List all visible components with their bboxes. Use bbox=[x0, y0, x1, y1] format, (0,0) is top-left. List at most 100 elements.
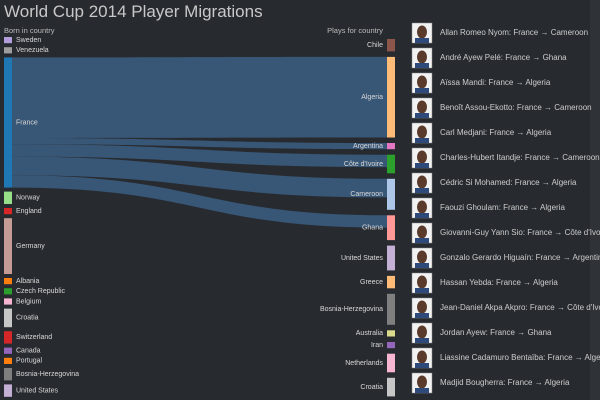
player-row[interactable]: Madjid Bougherra: France → Algeria bbox=[411, 372, 570, 394]
player-photo-face bbox=[417, 200, 427, 214]
source-node[interactable] bbox=[4, 208, 12, 215]
player-photo-shirt bbox=[415, 113, 429, 118]
source-label: Belgium bbox=[16, 298, 41, 305]
source-node[interactable] bbox=[4, 57, 12, 188]
player-row[interactable]: Cédric Si Mohamed: France → Algeria bbox=[411, 172, 577, 194]
target-node[interactable] bbox=[387, 143, 395, 150]
player-label: Jordan Ayew: France → Ghana bbox=[440, 328, 552, 337]
source-label: Switzerland bbox=[16, 334, 52, 341]
player-label: Giovanni-Guy Yann Sio: France → Côte d'I… bbox=[440, 228, 600, 237]
source-label: Germany bbox=[16, 243, 45, 250]
target-node[interactable] bbox=[387, 215, 395, 241]
flow[interactable] bbox=[12, 144, 387, 168]
target-node[interactable] bbox=[387, 330, 395, 337]
source-node[interactable] bbox=[4, 308, 12, 328]
target-node[interactable] bbox=[387, 39, 395, 52]
player-label: Charles-Hubert Itandje: France → Cameroo… bbox=[440, 153, 600, 162]
target-node[interactable] bbox=[387, 275, 395, 289]
target-node[interactable] bbox=[387, 178, 395, 210]
target-label: Argentina bbox=[353, 143, 383, 150]
player-row[interactable]: Faouzi Ghoulam: France → Algeria bbox=[411, 197, 565, 219]
player-photo-face bbox=[417, 300, 427, 314]
source-node[interactable] bbox=[4, 331, 12, 344]
chart-title: World Cup 2014 Player Migrations bbox=[4, 2, 263, 21]
flow[interactable] bbox=[12, 138, 387, 150]
scrollbar[interactable] bbox=[590, 0, 600, 400]
target-node[interactable] bbox=[387, 293, 395, 325]
player-label: Madjid Bougherra: France → Algeria bbox=[440, 378, 570, 387]
target-node[interactable] bbox=[387, 56, 395, 138]
source-label: Sweden bbox=[16, 37, 41, 44]
player-row[interactable]: Giovanni-Guy Yann Sio: France → Côte d'I… bbox=[411, 222, 600, 244]
flow[interactable] bbox=[12, 56, 387, 138]
source-node[interactable] bbox=[4, 278, 12, 285]
source-label: United States bbox=[16, 387, 59, 394]
player-photo-shirt bbox=[415, 288, 429, 293]
flow[interactable] bbox=[12, 175, 387, 228]
player-photo-face bbox=[417, 325, 427, 339]
player-row[interactable]: Charles-Hubert Itandje: France → Cameroo… bbox=[411, 147, 600, 169]
player-row[interactable]: Carl Medjani: France → Algeria bbox=[411, 122, 552, 144]
target-node[interactable] bbox=[387, 342, 395, 349]
target-node[interactable] bbox=[387, 353, 395, 373]
player-photo-shirt bbox=[415, 338, 429, 343]
target-node[interactable] bbox=[387, 377, 395, 397]
target-label: Australia bbox=[356, 330, 383, 337]
source-label: Czech Republic bbox=[16, 288, 66, 295]
player-label: Faouzi Ghoulam: France → Algeria bbox=[440, 203, 565, 212]
player-row[interactable]: Benoît Assou-Ekotto: France → Cameroon bbox=[411, 97, 592, 119]
player-row[interactable]: Aïssa Mandi: France → Algeria bbox=[411, 72, 551, 94]
source-node[interactable] bbox=[4, 47, 12, 54]
target-node[interactable] bbox=[387, 245, 395, 271]
source-node[interactable] bbox=[4, 288, 12, 295]
target-label: United States bbox=[341, 255, 384, 262]
player-photo-shirt bbox=[415, 38, 429, 43]
player-label: Liassine Cadamuro Bentaïba: France → Alg… bbox=[440, 353, 600, 362]
player-row[interactable]: Jordan Ayew: France → Ghana bbox=[411, 322, 552, 344]
target-label: Iran bbox=[371, 342, 383, 349]
player-photo-shirt bbox=[415, 163, 429, 168]
player-label: André Ayew Pelé: France → Ghana bbox=[440, 53, 567, 62]
player-photo-face bbox=[417, 175, 427, 189]
source-node[interactable] bbox=[4, 357, 12, 364]
player-photo-face bbox=[417, 75, 427, 89]
target-label: Cameroon bbox=[350, 191, 383, 198]
target-node[interactable] bbox=[387, 154, 395, 174]
target-label: Croatia bbox=[360, 384, 383, 391]
source-label: France bbox=[16, 119, 38, 126]
player-photo-face bbox=[417, 150, 427, 164]
source-label: Bosnia-Herzegovina bbox=[16, 371, 79, 378]
player-row[interactable]: Liassine Cadamuro Bentaïba: France → Alg… bbox=[411, 347, 600, 369]
source-label: Venezuela bbox=[16, 47, 49, 54]
flow[interactable] bbox=[12, 156, 387, 198]
player-photo-shirt bbox=[415, 313, 429, 318]
player-photo-shirt bbox=[415, 213, 429, 218]
player-photo-shirt bbox=[415, 363, 429, 368]
source-node[interactable] bbox=[4, 384, 12, 397]
player-label: Cédric Si Mohamed: France → Algeria bbox=[440, 178, 577, 187]
source-node[interactable] bbox=[4, 298, 12, 305]
player-row[interactable]: André Ayew Pelé: France → Ghana bbox=[411, 47, 567, 69]
source-node[interactable] bbox=[4, 218, 12, 274]
source-node[interactable] bbox=[4, 368, 12, 381]
player-photo-face bbox=[417, 225, 427, 239]
player-row[interactable]: Allan Romeo Nyom: France → Cameroon bbox=[411, 22, 588, 44]
source-label: Albania bbox=[16, 278, 39, 285]
player-row[interactable]: Jean-Daniel Akpa Akpro: France → Côte d'… bbox=[411, 297, 600, 319]
source-node[interactable] bbox=[4, 347, 12, 354]
left-heading: Born in country bbox=[4, 26, 55, 35]
player-photo-shirt bbox=[415, 388, 429, 393]
player-row[interactable]: Gonzalo Gerardo Higuaín: France → Argent… bbox=[411, 247, 600, 269]
player-row[interactable]: Hassan Yebda: France → Algeria bbox=[411, 272, 558, 294]
player-photo-face bbox=[417, 125, 427, 139]
player-photo-face bbox=[417, 275, 427, 289]
source-label: Norway bbox=[16, 195, 40, 202]
target-label: Ghana bbox=[362, 225, 383, 232]
player-label: Jean-Daniel Akpa Akpro: France → Côte d'… bbox=[440, 303, 600, 312]
source-label: Canada bbox=[16, 348, 41, 355]
target-label: Chile bbox=[367, 42, 383, 49]
source-node[interactable] bbox=[4, 37, 12, 44]
source-label: England bbox=[16, 208, 42, 215]
source-node[interactable] bbox=[4, 191, 12, 204]
